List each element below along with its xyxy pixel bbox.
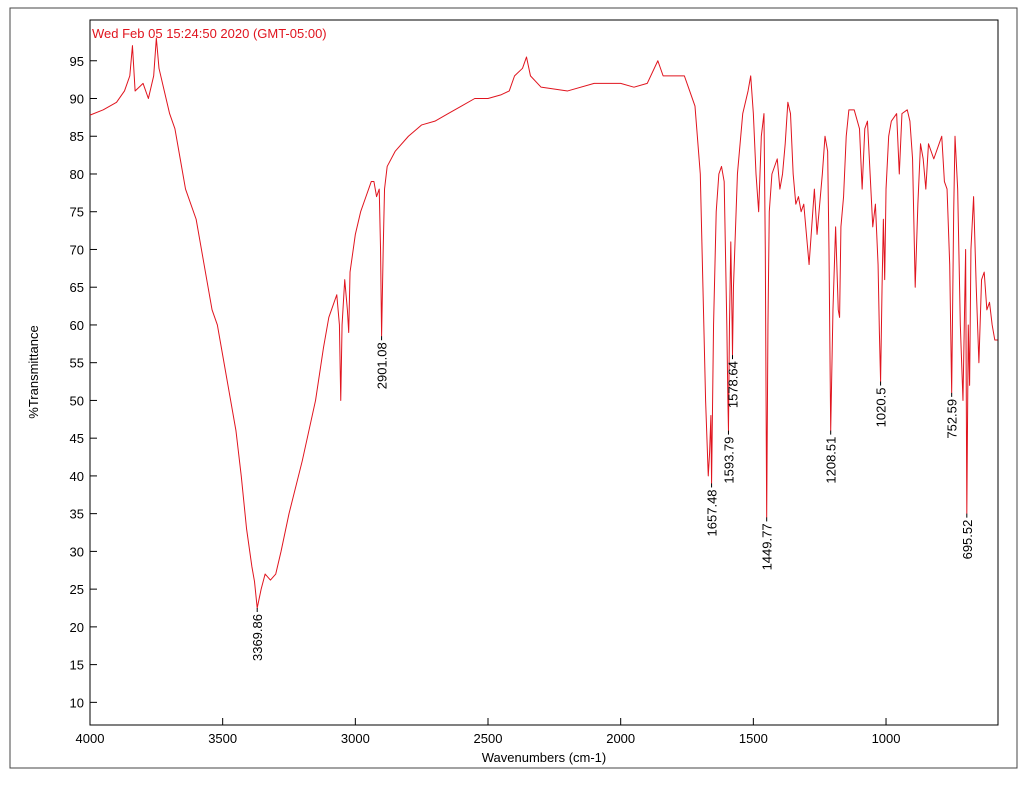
y-tick-label: 90 — [70, 92, 84, 107]
y-tick-label: 80 — [70, 167, 84, 182]
peak-label: 1593.79 — [721, 437, 736, 484]
x-axis-label: Wavenumbers (cm-1) — [482, 750, 606, 765]
y-tick-label: 10 — [70, 695, 84, 710]
plot-frame — [89, 19, 999, 726]
y-tick-label: 35 — [70, 507, 84, 522]
y-tick-label: 20 — [70, 620, 84, 635]
peak-label: 1208.51 — [824, 437, 839, 484]
peak-label: 1020.5 — [874, 388, 889, 428]
peak-label: 695.52 — [960, 520, 975, 560]
y-tick-label: 70 — [70, 242, 84, 257]
spectrum-line — [89, 37, 998, 609]
y-tick-label: 45 — [70, 431, 84, 446]
y-tick-label: 40 — [70, 469, 84, 484]
y-tick-label: 25 — [70, 582, 84, 597]
x-tick-label: 1500 — [739, 731, 768, 746]
peak-label: 3369.86 — [250, 614, 265, 661]
y-tick-label: 15 — [70, 658, 84, 673]
peak-label: 1578.64 — [725, 361, 740, 408]
y-axis-label: %Transmittance — [26, 325, 41, 418]
peak-label: 1449.77 — [760, 523, 775, 570]
y-tick-label: 30 — [70, 544, 84, 559]
y-tick-label: 85 — [70, 129, 84, 144]
y-tick-label: 55 — [70, 356, 84, 371]
y-tick-label: 60 — [70, 318, 84, 333]
y-tick-label: 95 — [70, 54, 84, 69]
x-tick-label: 4000 — [76, 731, 105, 746]
x-tick-label: 1000 — [872, 731, 901, 746]
x-tick-label: 2500 — [474, 731, 503, 746]
y-tick-label: 75 — [70, 205, 84, 220]
x-tick-label: 2000 — [606, 731, 635, 746]
y-tick-label: 50 — [70, 393, 84, 408]
x-tick-label: 3000 — [341, 731, 370, 746]
x-tick-label: 3500 — [208, 731, 237, 746]
outer-frame — [9, 7, 1018, 769]
timestamp: Wed Feb 05 15:24:50 2020 (GMT-05:00) — [92, 26, 327, 41]
peak-label: 2901.08 — [375, 342, 390, 389]
peak-label: 1657.48 — [705, 489, 720, 536]
y-tick-label: 65 — [70, 280, 84, 295]
peak-label: 752.59 — [945, 399, 960, 439]
